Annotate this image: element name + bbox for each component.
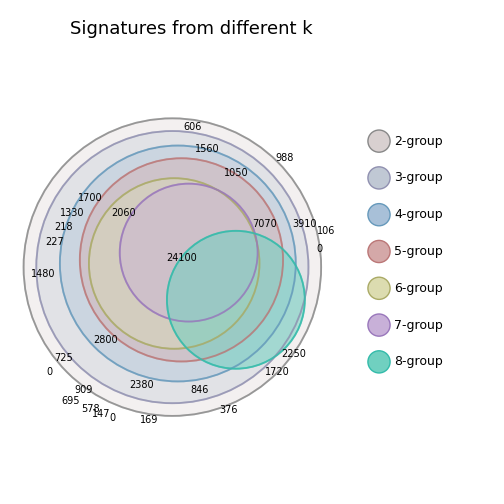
- Text: 3910: 3910: [292, 219, 317, 229]
- Text: 24100: 24100: [166, 253, 197, 263]
- Text: 4-group: 4-group: [394, 208, 443, 221]
- Text: 7-group: 7-group: [394, 319, 443, 332]
- Text: 7070: 7070: [253, 219, 277, 229]
- Text: 2380: 2380: [129, 380, 154, 390]
- Text: 147: 147: [92, 409, 111, 419]
- Text: 2800: 2800: [93, 335, 117, 345]
- Text: 5-group: 5-group: [394, 245, 443, 258]
- Circle shape: [167, 231, 305, 369]
- Text: 2060: 2060: [111, 208, 136, 218]
- Text: 227: 227: [45, 237, 64, 247]
- Text: 846: 846: [191, 386, 209, 396]
- Circle shape: [36, 131, 308, 403]
- Text: 695: 695: [61, 396, 80, 406]
- Text: 106: 106: [318, 226, 336, 236]
- Text: 218: 218: [54, 222, 73, 232]
- Circle shape: [89, 178, 260, 349]
- Text: 376: 376: [219, 405, 238, 415]
- Text: 1560: 1560: [195, 144, 219, 154]
- Text: 169: 169: [140, 414, 158, 424]
- Text: 1050: 1050: [224, 168, 248, 178]
- Text: 606: 606: [183, 122, 202, 133]
- Text: 578: 578: [82, 404, 100, 414]
- Text: 0: 0: [109, 413, 115, 423]
- Text: 0: 0: [317, 244, 323, 254]
- Text: 909: 909: [74, 386, 93, 396]
- Text: 2-group: 2-group: [394, 135, 443, 148]
- Text: 1330: 1330: [60, 208, 85, 218]
- Text: 6-group: 6-group: [394, 282, 443, 295]
- Text: Signatures from different k: Signatures from different k: [70, 20, 313, 38]
- Text: 1700: 1700: [79, 193, 103, 203]
- Circle shape: [60, 146, 296, 382]
- Circle shape: [24, 118, 321, 416]
- Text: 0: 0: [46, 367, 52, 377]
- Text: 988: 988: [276, 153, 294, 163]
- Text: 1480: 1480: [31, 269, 56, 279]
- Circle shape: [120, 183, 258, 322]
- Text: 8-group: 8-group: [394, 355, 443, 368]
- Circle shape: [80, 158, 283, 361]
- Text: 725: 725: [54, 353, 73, 363]
- Text: 3-group: 3-group: [394, 171, 443, 184]
- Text: 2250: 2250: [282, 349, 306, 359]
- Text: 1720: 1720: [265, 367, 290, 377]
